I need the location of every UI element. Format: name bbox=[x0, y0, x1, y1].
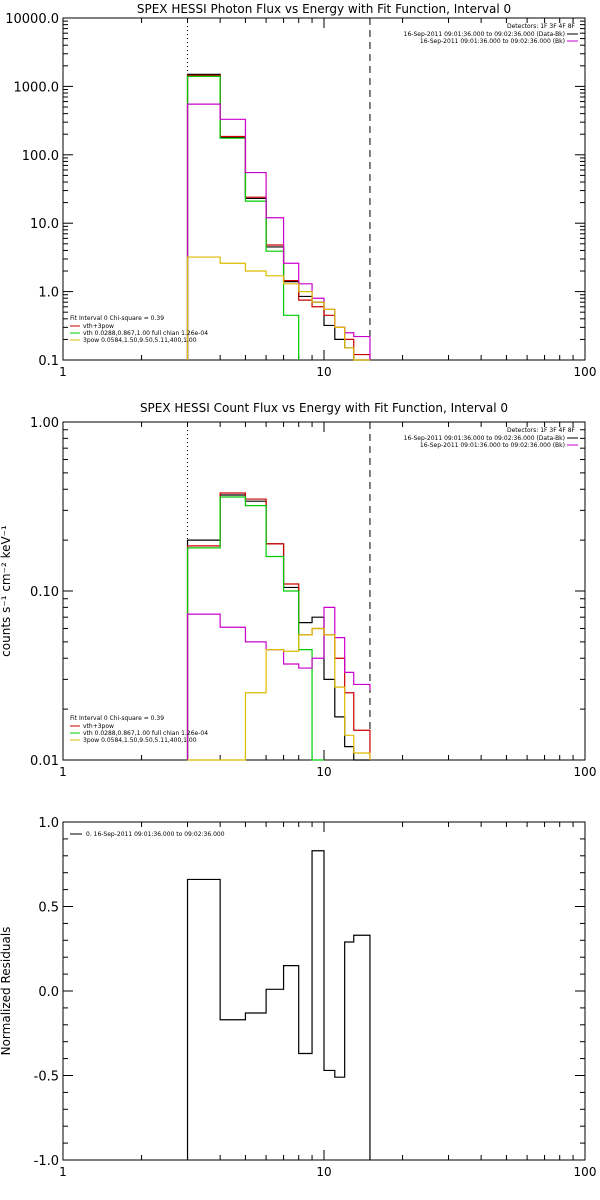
y-tick-label: 0.01 bbox=[30, 754, 59, 769]
series-line-0 bbox=[186, 494, 370, 761]
y-tick-label: 10.0 bbox=[30, 217, 59, 232]
legend-header: Fit Interval 0 Chi-square = 0.39 bbox=[70, 715, 164, 722]
legend-entry: vth 0.0288,0.867,1.00 full chian 1.26e-0… bbox=[83, 330, 208, 337]
y-tick-label: 1000.0 bbox=[14, 80, 60, 95]
legend-entry: 16-Sep-2011 09:01:36.000 to 09:02:36.000… bbox=[420, 38, 565, 45]
legend-entry: 3pow 0.0584,1.50,9.50,5.11,400,1.00 bbox=[83, 737, 197, 744]
series-line-1 bbox=[186, 492, 371, 760]
chart-panel-1: SPEX HESSI Count Flux vs Energy with Fit… bbox=[0, 401, 596, 779]
chart-title: SPEX HESSI Photon Flux vs Energy with Fi… bbox=[137, 2, 511, 16]
y-axis-label: counts s⁻¹ cm⁻² keV⁻¹ bbox=[0, 525, 13, 657]
series-line-4 bbox=[187, 627, 371, 761]
y-axis-label: Normalized Residuals bbox=[0, 927, 13, 1056]
x-tick-label: 100 bbox=[574, 1165, 597, 1179]
legend-entry: 16-Sep-2011 09:01:36.000 to 09:02:36.000… bbox=[420, 442, 565, 449]
series-line-2 bbox=[186, 75, 300, 360]
plot-frame bbox=[62, 421, 586, 761]
y-tick-label: 0.0 bbox=[38, 985, 59, 1000]
x-tick-label: 1 bbox=[59, 365, 67, 379]
x-tick-label: 1 bbox=[59, 765, 67, 779]
series-line-0 bbox=[186, 73, 370, 361]
x-tick-label: 1 bbox=[59, 1165, 67, 1179]
chart-title: SPEX HESSI Count Flux vs Energy with Fit… bbox=[140, 401, 508, 415]
legend-entry: vth 0.0288,0.867,1.00 full chian 1.26e-0… bbox=[83, 730, 208, 737]
legend-entry: 16-Sep-2011 09:01:36.000 to 09:02:36.000… bbox=[404, 31, 565, 38]
y-tick-label: 10000.0 bbox=[5, 12, 59, 27]
x-tick-label: 100 bbox=[574, 365, 597, 379]
x-tick-label: 10 bbox=[316, 1165, 331, 1179]
y-tick-label: -0.5 bbox=[34, 1070, 59, 1085]
legend-entry: vth+3pow bbox=[83, 723, 114, 730]
legend-entry: 3pow 0.0584,1.50,9.50,5.11,400,1.00 bbox=[83, 337, 197, 344]
legend-header: Detectors: 1F 3F 4F 8F bbox=[507, 427, 576, 434]
x-tick-label: 10 bbox=[316, 365, 331, 379]
y-tick-label: 0.10 bbox=[30, 585, 59, 600]
chart-panel-2: 1 10 100 -1.0 -0.5 0.0 0.5 1.0 Normalized Residu… bbox=[0, 816, 596, 1179]
series-line-4 bbox=[186, 256, 370, 361]
legend-entry: 0. 16-Sep-2011 09:01:36.000 to 09:02:36.… bbox=[86, 831, 225, 838]
y-tick-label: 0.1 bbox=[38, 354, 59, 369]
y-tick-label: 1.0 bbox=[38, 286, 59, 301]
legend-header: Fit Interval 0 Chi-square = 0.39 bbox=[70, 315, 164, 322]
x-tick-label: 10 bbox=[316, 765, 331, 779]
series-line-2 bbox=[186, 496, 324, 761]
series-line-3 bbox=[186, 606, 371, 760]
y-tick-label: 1.0 bbox=[38, 816, 59, 831]
y-tick-label: 1.00 bbox=[30, 416, 59, 431]
legend-entry: 16-Sep-2011 09:01:36.000 to 09:02:36.000… bbox=[404, 435, 565, 442]
y-tick-label: -1.0 bbox=[34, 1154, 59, 1169]
series-line-0 bbox=[186, 850, 371, 1160]
y-tick-label: 100.0 bbox=[22, 149, 59, 164]
series-line-3 bbox=[186, 103, 371, 360]
x-tick-label: 100 bbox=[574, 765, 597, 779]
series-line-1 bbox=[186, 74, 371, 360]
chart-panel-0: SPEX HESSI Photon Flux vs Energy with Fi… bbox=[5, 2, 596, 379]
y-tick-label: 0.5 bbox=[38, 901, 59, 916]
legend-header: Detectors: 1F 3F 4F 8F bbox=[507, 23, 576, 30]
legend-entry: vth+3pow bbox=[83, 323, 114, 330]
